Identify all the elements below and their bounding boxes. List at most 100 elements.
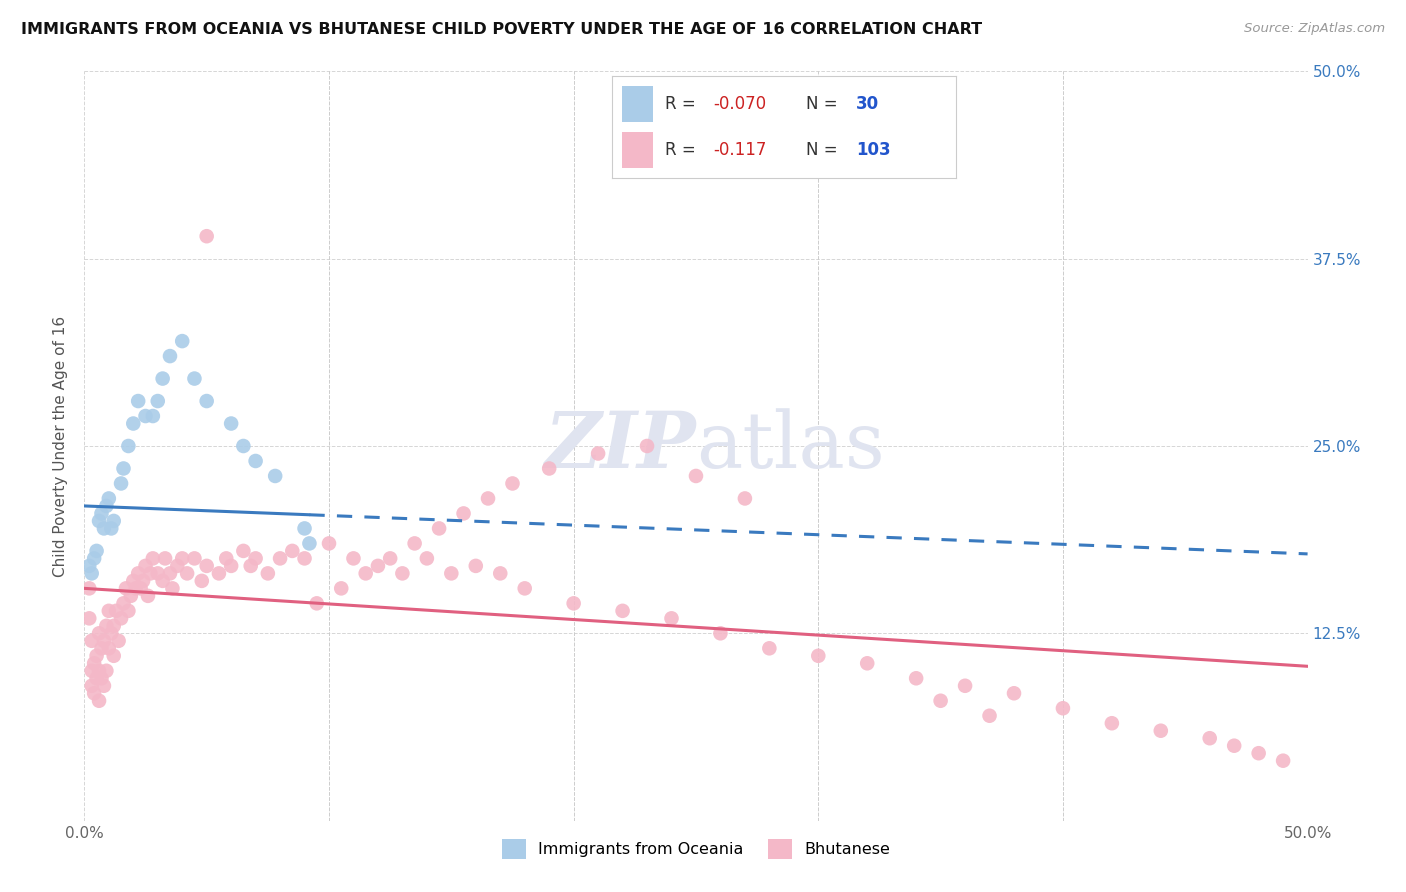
Point <box>87 694 110 708</box>
Point <box>257 566 280 581</box>
FancyBboxPatch shape <box>621 87 652 122</box>
Point <box>115 582 138 596</box>
Point <box>127 394 149 409</box>
Point <box>117 604 139 618</box>
Point <box>612 604 634 618</box>
Point <box>142 409 165 423</box>
Point <box>245 551 267 566</box>
Point <box>342 551 364 566</box>
Point <box>477 491 499 506</box>
Point <box>453 507 475 521</box>
Point <box>195 229 218 244</box>
Point <box>153 551 176 566</box>
Point <box>146 394 169 409</box>
Point <box>129 582 152 596</box>
Point <box>1101 716 1123 731</box>
Point <box>100 626 122 640</box>
Point <box>183 551 205 566</box>
Point <box>103 648 125 663</box>
Point <box>239 558 262 573</box>
Point <box>112 596 135 610</box>
Point <box>305 596 328 610</box>
Point <box>281 544 304 558</box>
Point <box>86 544 108 558</box>
Point <box>1272 754 1295 768</box>
Point <box>80 664 103 678</box>
Legend: Immigrants from Oceania, Bhutanese: Immigrants from Oceania, Bhutanese <box>495 833 897 865</box>
Point <box>142 551 165 566</box>
Point <box>758 641 780 656</box>
Point <box>661 611 683 625</box>
Point <box>96 619 118 633</box>
Text: 30: 30 <box>856 95 879 112</box>
Point <box>87 664 110 678</box>
Text: 103: 103 <box>856 141 891 159</box>
Point <box>1223 739 1246 753</box>
Point <box>195 558 218 573</box>
Point <box>120 589 142 603</box>
Point <box>97 641 120 656</box>
Point <box>191 574 214 588</box>
Point <box>245 454 267 468</box>
Point <box>1150 723 1173 738</box>
Point <box>110 611 132 625</box>
Point <box>135 409 157 423</box>
Point <box>139 566 162 581</box>
Point <box>416 551 439 566</box>
Point <box>232 439 254 453</box>
Point <box>93 679 115 693</box>
Point <box>440 566 463 581</box>
Point <box>404 536 426 550</box>
Point <box>636 439 658 453</box>
Point <box>122 417 145 431</box>
Point <box>215 551 238 566</box>
Point <box>152 574 174 588</box>
Point <box>86 671 108 685</box>
Point <box>513 582 536 596</box>
Point <box>856 657 879 671</box>
Point <box>905 671 928 685</box>
Point <box>132 574 155 588</box>
Point <box>87 514 110 528</box>
Point <box>1247 746 1270 760</box>
Point <box>354 566 377 581</box>
Point <box>97 604 120 618</box>
Point <box>269 551 291 566</box>
Point <box>103 514 125 528</box>
Point <box>232 544 254 558</box>
Point <box>380 551 402 566</box>
Point <box>172 334 194 348</box>
Point <box>159 349 181 363</box>
Point <box>318 536 340 550</box>
Point <box>96 499 118 513</box>
Point <box>93 521 115 535</box>
Point <box>464 558 486 573</box>
Point <box>90 671 112 685</box>
Text: -0.117: -0.117 <box>713 141 766 159</box>
Point <box>1198 731 1220 746</box>
Point <box>83 686 105 700</box>
Point <box>90 641 112 656</box>
Point <box>685 469 707 483</box>
Point <box>86 648 108 663</box>
Text: Source: ZipAtlas.com: Source: ZipAtlas.com <box>1244 22 1385 36</box>
Point <box>97 491 120 506</box>
Point <box>107 633 129 648</box>
Point <box>110 476 132 491</box>
Point <box>298 536 321 550</box>
Point <box>195 394 218 409</box>
Point <box>162 582 184 596</box>
Point <box>391 566 413 581</box>
Point <box>77 558 100 573</box>
Point <box>219 558 242 573</box>
Point <box>709 626 731 640</box>
Point <box>117 439 139 453</box>
Point <box>367 558 389 573</box>
Point <box>77 582 100 596</box>
Point <box>427 521 450 535</box>
Point <box>80 679 103 693</box>
Text: -0.070: -0.070 <box>713 95 766 112</box>
Point <box>489 566 512 581</box>
Point <box>538 461 561 475</box>
Point <box>172 551 194 566</box>
